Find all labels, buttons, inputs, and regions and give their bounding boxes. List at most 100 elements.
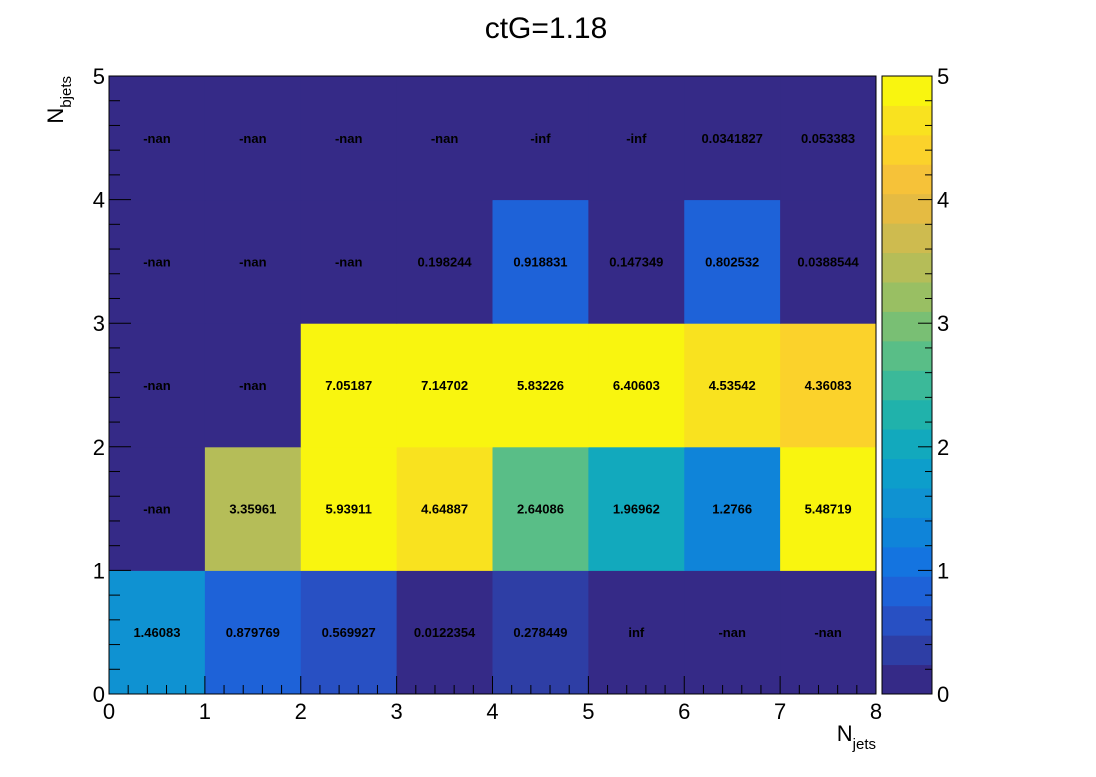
y-tick-label: 0 (93, 682, 105, 707)
cell-value-label: -nan (814, 625, 842, 640)
heatmap-cell (492, 446, 589, 571)
colorbar-segment (882, 576, 932, 607)
colorbar-segment (882, 429, 932, 460)
x-tick-label: 4 (486, 699, 498, 724)
heatmap-cell (780, 76, 877, 201)
colorbar-segment (882, 164, 932, 195)
x-axis-label-sub: jets (852, 736, 876, 753)
x-tick-label: 6 (678, 699, 690, 724)
cell-value-label: -nan (239, 254, 267, 269)
y-tick-label: 5 (93, 64, 105, 89)
cell-value-label: 4.64887 (421, 502, 468, 517)
x-tick-label: 3 (391, 699, 403, 724)
x-tick-label: 5 (582, 699, 594, 724)
heatmap-cell (588, 199, 685, 324)
colorbar-segment (882, 311, 932, 342)
x-tick-label: 0 (103, 699, 115, 724)
cell-value-label: 1.2766 (712, 502, 752, 517)
cell-value-label: -nan (143, 254, 171, 269)
cell-value-label: 7.14702 (421, 378, 468, 393)
heatmap-cell (780, 570, 877, 695)
y-axis-label-sub: bjets (58, 76, 75, 108)
cell-value-label: 0.569927 (322, 625, 376, 640)
colorbar-tick-label: 1 (937, 558, 949, 583)
heatmap-cell (204, 199, 302, 324)
colorbar-segment (882, 282, 932, 312)
heatmap-cell (109, 570, 206, 695)
heatmap-cell (109, 446, 206, 571)
heatmap-cell (109, 76, 206, 201)
colorbar: 0 1 2 3 4 5 (881, 64, 949, 707)
cell-value-label: 5.83226 (517, 378, 564, 393)
heatmap-cell (588, 570, 685, 695)
colorbar-tick-label: 0 (937, 682, 949, 707)
heatmap-cell (780, 199, 877, 324)
cell-value-label: 6.40603 (613, 378, 660, 393)
heatmap-cell (684, 76, 781, 201)
heatmap-cell (492, 570, 589, 695)
heatmap-cell (396, 76, 493, 201)
heatmap-cell (109, 199, 206, 324)
cell-value-label: -nan (143, 378, 171, 393)
colorbar-segment (882, 105, 932, 136)
colorbar-segment (882, 664, 932, 695)
heatmap-cell (684, 446, 781, 571)
colorbar-segment (882, 517, 932, 548)
heatmap-cell (396, 323, 493, 448)
heatmap-cell (396, 199, 493, 324)
cell-value-label: 3.35961 (229, 502, 276, 517)
colorbar-tick-label: 3 (937, 311, 949, 336)
cell-value-label: -nan (239, 378, 267, 393)
colorbar-border (881, 75, 933, 695)
heatmap-cell (396, 570, 493, 695)
colorbar-segment (882, 76, 932, 106)
cell-value-label: -nan (143, 131, 171, 146)
colorbar-tick-label: 5 (937, 64, 949, 89)
y-tick-label: 4 (93, 188, 105, 213)
heatmap-cell (588, 446, 685, 571)
y-tick-label: 2 (93, 435, 105, 460)
heatmap-cell (300, 323, 398, 448)
x-axis-label: Njets (837, 721, 876, 753)
cell-value-label: -nan (335, 254, 363, 269)
colorbar-segment (882, 605, 932, 636)
colorbar-segment (882, 458, 932, 489)
cell-value-label: -inf (530, 131, 551, 146)
heatmap-cells (109, 76, 877, 695)
cell-value-label: 0.198244 (417, 254, 472, 269)
cell-value-label: -nan (718, 625, 746, 640)
cell-value-label: 2.64086 (517, 502, 564, 517)
heatmap-cell (684, 199, 781, 324)
heatmap-cell (492, 323, 589, 448)
cell-value-label: -nan (335, 131, 363, 146)
heatmap-cell (588, 76, 685, 201)
x-axis: 0 1 2 3 4 5 6 7 8 (103, 676, 882, 724)
heatmap-cell (492, 199, 589, 324)
cell-value-label: 4.36083 (805, 378, 852, 393)
heatmap-cell (204, 446, 302, 571)
cell-value-label: 0.0122354 (414, 625, 476, 640)
cell-value-label: 0.879769 (226, 625, 280, 640)
heatmap-cell (684, 323, 781, 448)
heatmap-cell (109, 323, 206, 448)
heatmap-cell (204, 323, 302, 448)
cell-value-label: 1.46083 (133, 625, 180, 640)
colorbar-segment (882, 340, 932, 371)
y-axis-label-main: N (43, 108, 68, 124)
cell-value-label: 1.96962 (613, 502, 660, 517)
colorbar-segment (882, 193, 932, 224)
heatmap-cell (780, 323, 877, 448)
cell-value-label: -nan (431, 131, 459, 146)
heatmap-cell (300, 570, 398, 695)
x-axis-label-main: N (837, 721, 853, 746)
cell-value-label: 0.0388544 (797, 254, 859, 269)
colorbar-segment (882, 546, 932, 577)
x-tick-label: 1 (199, 699, 211, 724)
x-tick-label: 7 (774, 699, 786, 724)
heatmap-cell (204, 570, 302, 695)
x-tick-label: 2 (295, 699, 307, 724)
heatmap-cell (300, 76, 398, 201)
heatmap-cell (396, 446, 493, 571)
